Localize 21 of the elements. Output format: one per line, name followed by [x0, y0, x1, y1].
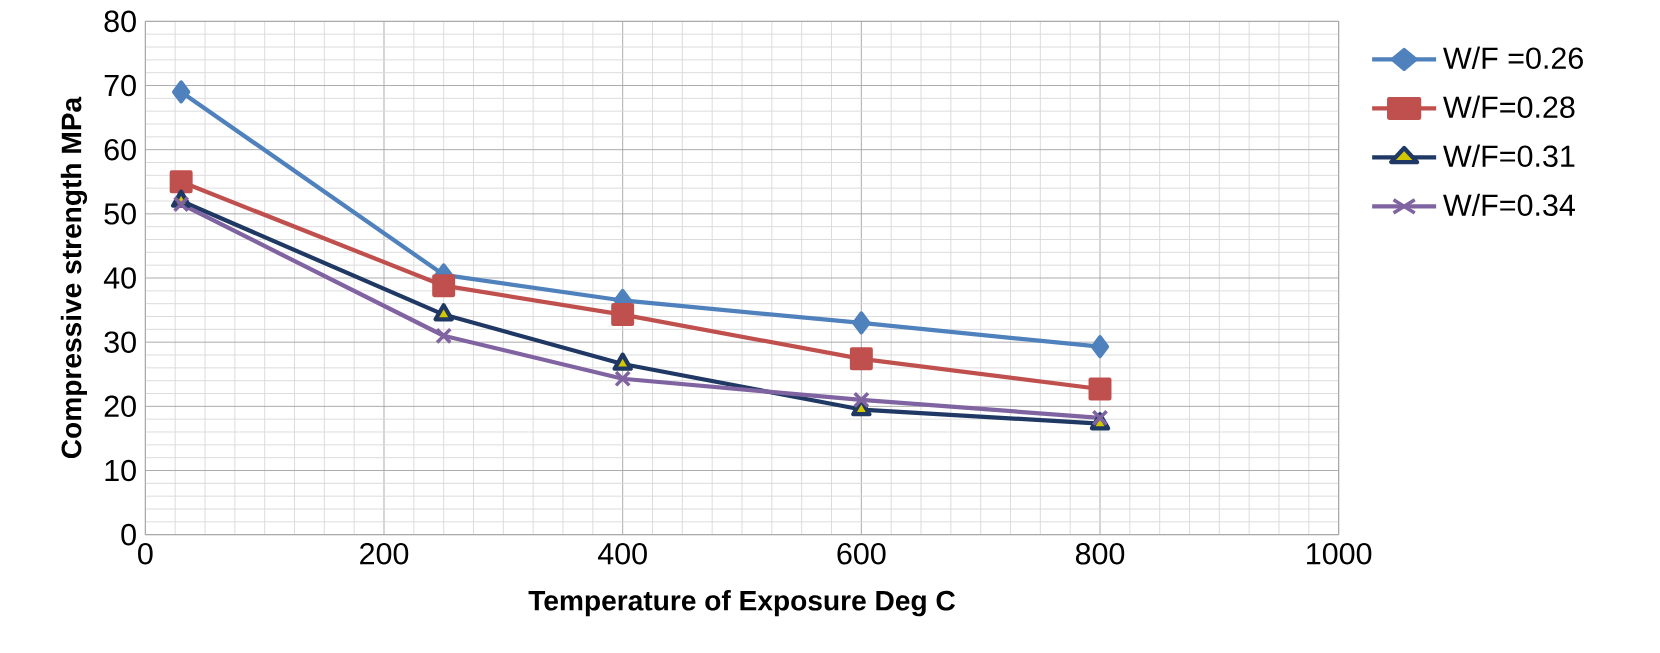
x-tick-label: 400 — [597, 542, 647, 565]
legend-label: W/F=0.28 — [1443, 95, 1575, 118]
y-tick-label: 10 — [105, 459, 136, 482]
legend-label: W/F =0.26 — [1443, 46, 1583, 69]
y-tick-label: 30 — [104, 331, 136, 353]
x-tick-label: 1000 — [1307, 542, 1372, 565]
y-tick-label: 50 — [104, 202, 136, 225]
y-axis-title: Compressive strength MPa — [60, 96, 88, 458]
y-tick-label: 20 — [104, 395, 136, 417]
y-tick-label: 0 — [121, 523, 136, 546]
y-tick-label: 80 — [104, 10, 136, 32]
legend-label: W/F=0.34 — [1443, 193, 1575, 216]
x-axis-title: Temperature of Exposure Deg C — [528, 589, 956, 617]
x-tick-label: 600 — [837, 542, 886, 565]
legend-label: W/F=0.31 — [1443, 144, 1575, 167]
y-tick-label: 70 — [104, 74, 136, 97]
x-tick-label: 0 — [138, 542, 153, 565]
x-tick-label: 200 — [360, 542, 409, 565]
x-tick-label: 800 — [1075, 542, 1125, 565]
y-tick-label: 60 — [104, 138, 136, 161]
y-tick-label: 40 — [103, 267, 136, 289]
